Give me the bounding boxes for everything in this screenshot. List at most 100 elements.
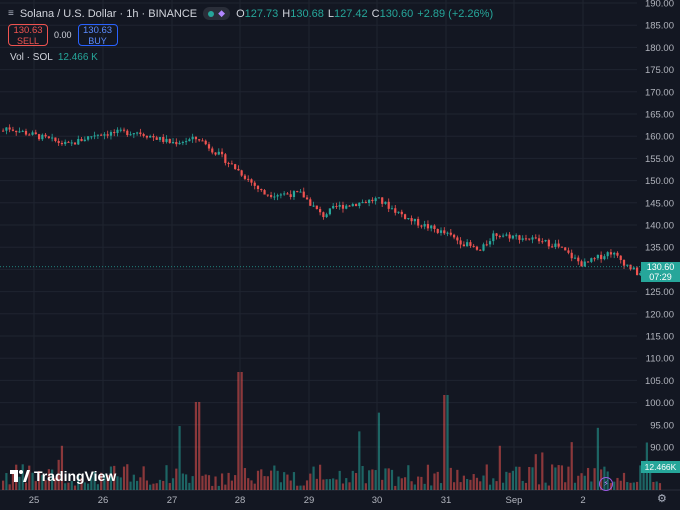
candle-body [243, 175, 247, 179]
volume-bar [64, 483, 67, 490]
candle-body [214, 152, 217, 155]
time-axis-label: 31 [441, 495, 452, 506]
candle-body [328, 208, 332, 215]
candle-body [207, 144, 211, 149]
volume-bar [224, 484, 227, 490]
candle-body [201, 140, 204, 142]
volume-bar [305, 480, 309, 490]
gear-icon[interactable]: ⚙ [657, 493, 667, 505]
volume-bar [475, 477, 479, 490]
candle-body [603, 256, 606, 260]
candle-body [220, 151, 224, 155]
candle-body [116, 129, 119, 133]
candle-body [570, 252, 573, 259]
volume-bar [635, 481, 639, 490]
volume-last-label: 12.466K [641, 461, 680, 473]
candle-body [573, 257, 577, 259]
candle-body [371, 199, 374, 202]
candle-body [230, 163, 233, 165]
candle-body [394, 208, 397, 213]
volume-bar [580, 473, 583, 490]
candle-body [609, 252, 613, 255]
volume-bar [237, 372, 240, 490]
candle-body [495, 233, 498, 236]
collapse-icon[interactable]: ≡ [8, 8, 14, 19]
volume-bar [100, 472, 103, 490]
volume-bar [57, 459, 60, 490]
candle-body [606, 252, 609, 257]
ohlc-open: O127.73 [236, 7, 279, 20]
volume-bar [567, 466, 570, 490]
candle-body [518, 235, 521, 240]
candle-body [155, 137, 158, 140]
volume-bar [315, 478, 318, 490]
buy-button[interactable]: 130.63 BUY [77, 24, 118, 46]
candle-body [515, 235, 518, 237]
candle-body [158, 137, 162, 140]
tradingview-logo[interactable]: TradingView [10, 468, 116, 484]
candle-body [423, 224, 426, 227]
market-status-pill[interactable]: ◆ [203, 7, 231, 20]
price-axis-label: 120.00 [645, 309, 674, 320]
candle-body [305, 197, 309, 200]
volume-bar [185, 474, 188, 490]
volume-bar [551, 464, 554, 490]
candle-body [64, 141, 67, 145]
candle-body [289, 194, 292, 198]
price-axis-label: 180.00 [645, 43, 674, 54]
candle-body [178, 142, 181, 145]
candle-body [224, 154, 227, 163]
volume-bar [41, 475, 44, 490]
lightning-icon[interactable]: ⚡ [599, 477, 613, 491]
volume-bar [394, 485, 397, 490]
candle-body [374, 198, 377, 202]
candle-body [619, 255, 622, 260]
candle-body [384, 201, 387, 204]
volume-bar [488, 484, 492, 490]
candle-body [292, 191, 296, 198]
volume-bar [279, 482, 282, 490]
candle-body [263, 190, 266, 195]
candle-body [273, 196, 276, 198]
candle-body [433, 225, 436, 230]
candle-body [475, 246, 479, 250]
volume-bar [449, 467, 452, 490]
volume-bar [410, 481, 413, 490]
candle-body [354, 204, 358, 207]
candle-body [488, 241, 492, 245]
price-axis-label: 150.00 [645, 176, 674, 187]
volume-bar [518, 466, 521, 490]
volume-bar [204, 474, 207, 490]
volume-bar [266, 476, 269, 490]
volume-bar [31, 472, 34, 490]
candle-body [400, 211, 403, 215]
symbol-title[interactable]: Solana / U.S. Dollar · 1h · BINANCE [19, 7, 198, 20]
candle-body [191, 136, 194, 140]
volume-bar [34, 481, 37, 490]
candle-body [54, 137, 57, 142]
candle-body [51, 137, 54, 139]
volume-bar [77, 475, 80, 490]
volume-bar [586, 467, 590, 490]
volume-bar [541, 452, 544, 490]
volume-bar [436, 471, 439, 490]
volume-bar [358, 431, 361, 490]
volume-bar [479, 481, 482, 490]
time-axis-label: Sep [506, 495, 523, 506]
volume-bar [230, 480, 233, 490]
volume-bar [247, 478, 250, 490]
volume-bar [145, 480, 149, 490]
volume-bar [368, 470, 371, 490]
sell-button[interactable]: 130.63 SELL [8, 24, 48, 46]
time-axis-label: 25 [29, 495, 40, 506]
price-axis-label: 140.00 [645, 221, 674, 232]
volume-legend[interactable]: Vol · SOL 12.466 K [10, 52, 98, 63]
price-axis-label: 110.00 [646, 354, 674, 365]
candle-body [635, 267, 639, 276]
volume-bar [70, 480, 73, 490]
volume-bar [119, 477, 122, 490]
candle-body [194, 136, 198, 140]
candle-body [335, 206, 338, 208]
volume-bar [573, 482, 577, 490]
